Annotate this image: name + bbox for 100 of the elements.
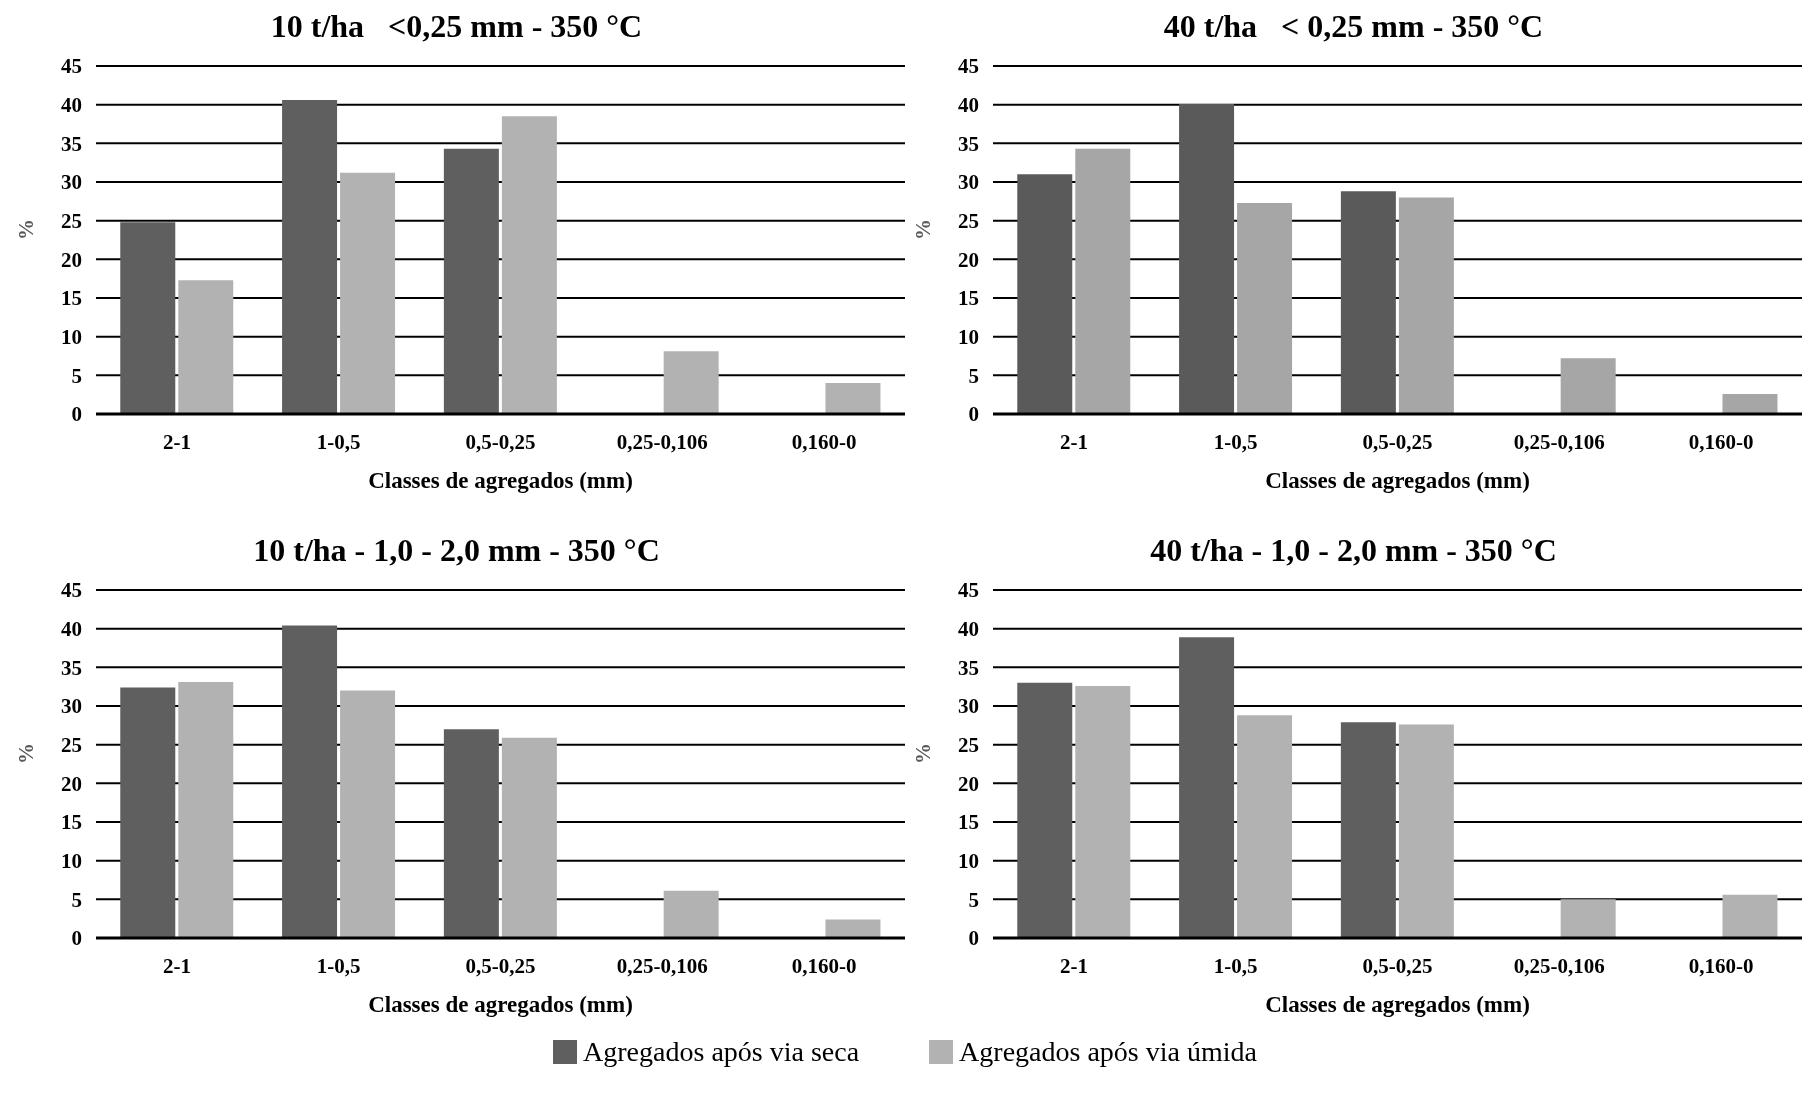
bar xyxy=(1237,202,1293,414)
bar xyxy=(1560,899,1616,938)
y-tick-label: 45 xyxy=(958,578,979,603)
y-tick-label: 20 xyxy=(61,771,82,796)
bar xyxy=(340,172,396,414)
y-axis-title: % xyxy=(911,219,936,240)
bar xyxy=(1722,393,1778,414)
x-tick-label: 2-1 xyxy=(162,953,191,978)
y-tick-label: 25 xyxy=(958,733,979,758)
y-tick-label: 35 xyxy=(61,131,82,156)
y-tick-label: 0 xyxy=(71,926,82,951)
x-tick-label: 1-0,5 xyxy=(1213,953,1258,978)
y-tick-label: 30 xyxy=(958,694,979,719)
x-tick-label: 1-0,5 xyxy=(1213,429,1258,454)
x-tick-label: 1-0,5 xyxy=(316,429,361,454)
bar xyxy=(1340,722,1396,938)
bar xyxy=(1398,197,1454,414)
bar xyxy=(1237,715,1293,938)
y-tick-label: 45 xyxy=(958,54,979,79)
y-tick-label: 15 xyxy=(958,286,979,311)
y-tick-label: 5 xyxy=(968,887,979,912)
bar xyxy=(1075,685,1131,938)
y-tick-label: 15 xyxy=(61,810,82,835)
y-axis-title: % xyxy=(14,743,39,764)
x-axis-title: Classes de agregados (mm) xyxy=(1265,992,1530,1017)
y-tick-label: 25 xyxy=(958,209,979,234)
bar xyxy=(1560,358,1616,414)
bar xyxy=(825,919,881,938)
y-tick-label: 45 xyxy=(61,54,82,79)
bar xyxy=(443,729,499,938)
y-tick-label: 5 xyxy=(71,363,82,388)
bar xyxy=(443,148,499,414)
y-tick-label: 15 xyxy=(61,286,82,311)
bar xyxy=(178,682,234,938)
y-tick-label: 0 xyxy=(968,926,979,951)
legend-label: Agregados após via seca xyxy=(583,1036,860,1068)
bar xyxy=(282,100,338,414)
x-axis-title: Classes de agregados (mm) xyxy=(368,468,633,493)
bar xyxy=(282,625,338,938)
bar xyxy=(1017,174,1073,414)
y-tick-label: 35 xyxy=(958,655,979,680)
y-tick-label: 10 xyxy=(61,849,82,874)
y-tick-label: 40 xyxy=(61,93,82,118)
x-tick-label: 2-1 xyxy=(1059,429,1088,454)
bar xyxy=(1017,682,1073,938)
y-tick-label: 35 xyxy=(958,131,979,156)
x-tick-label: 0,160-0 xyxy=(1688,953,1754,978)
y-tick-label: 35 xyxy=(61,655,82,680)
y-tick-label: 25 xyxy=(61,209,82,234)
y-tick-label: 5 xyxy=(968,363,979,388)
y-tick-label: 20 xyxy=(958,771,979,796)
y-axis-title: % xyxy=(14,219,39,240)
bar xyxy=(1722,894,1778,938)
y-tick-label: 10 xyxy=(958,325,979,350)
x-tick-label: 0,25-0,106 xyxy=(616,429,708,454)
y-tick-label: 40 xyxy=(958,617,979,642)
y-tick-label: 5 xyxy=(71,887,82,912)
bar xyxy=(1075,148,1131,414)
x-tick-label: 2-1 xyxy=(1059,953,1088,978)
y-tick-label: 0 xyxy=(71,402,82,427)
chart-title: 40 t/ha < 0,25 mm - 350 °C xyxy=(1162,8,1545,46)
x-axis-title: Classes de agregados (mm) xyxy=(1265,468,1530,493)
bar xyxy=(1398,724,1454,938)
chart-title: 10 t/ha - 1,0 - 2,0 mm - 350 °C xyxy=(252,532,661,570)
x-tick-label: 0,25-0,106 xyxy=(1513,953,1605,978)
x-tick-label: 0,5-0,25 xyxy=(465,953,536,978)
bar xyxy=(663,890,719,938)
x-tick-label: 0,5-0,25 xyxy=(1362,429,1433,454)
legend-label: Agregados após via úmida xyxy=(959,1036,1257,1068)
bar xyxy=(120,222,176,414)
y-tick-label: 30 xyxy=(61,694,82,719)
bar xyxy=(501,737,557,938)
y-tick-label: 30 xyxy=(61,170,82,195)
x-tick-label: 2-1 xyxy=(162,429,191,454)
bar xyxy=(120,687,176,938)
x-tick-label: 0,160-0 xyxy=(1688,429,1754,454)
bar xyxy=(1179,103,1235,414)
y-tick-label: 25 xyxy=(61,733,82,758)
x-tick-label: 0,160-0 xyxy=(791,429,857,454)
bar xyxy=(825,383,881,414)
bar xyxy=(501,116,557,414)
x-tick-label: 0,25-0,106 xyxy=(616,953,708,978)
y-tick-label: 10 xyxy=(61,325,82,350)
x-tick-label: 0,160-0 xyxy=(791,953,857,978)
bar xyxy=(178,280,234,414)
bar xyxy=(1179,637,1235,938)
y-tick-label: 0 xyxy=(968,402,979,427)
y-tick-label: 20 xyxy=(61,247,82,272)
y-axis-title: % xyxy=(911,743,936,764)
x-tick-label: 1-0,5 xyxy=(316,953,361,978)
x-axis-title: Classes de agregados (mm) xyxy=(368,992,633,1017)
chart-title: 10 t/ha <0,25 mm - 350 °C xyxy=(269,8,644,46)
y-tick-label: 40 xyxy=(958,93,979,118)
y-tick-label: 30 xyxy=(958,170,979,195)
y-tick-label: 20 xyxy=(958,247,979,272)
y-tick-label: 10 xyxy=(958,849,979,874)
bar xyxy=(1340,191,1396,414)
x-tick-label: 0,25-0,106 xyxy=(1513,429,1605,454)
y-tick-label: 15 xyxy=(958,810,979,835)
x-tick-label: 0,5-0,25 xyxy=(465,429,536,454)
